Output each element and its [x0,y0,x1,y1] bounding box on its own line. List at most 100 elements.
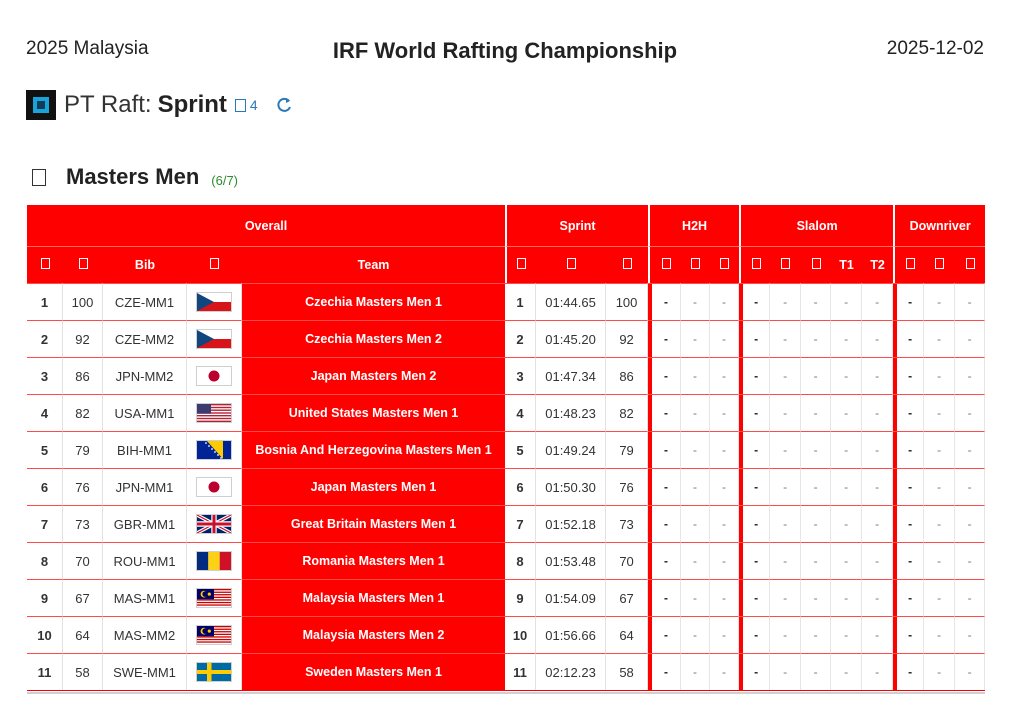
col-h2h-points[interactable] [710,246,740,283]
table-row[interactable]: 6 76 JPN-MM1 Japan Masters Men 1 6 01:50.30 76… [27,468,985,505]
team-name[interactable]: Czechia Masters Men 2 [242,320,506,357]
raft-logo-icon [26,90,56,120]
gbr-flag-icon [196,513,232,535]
col-sprint-points[interactable] [606,246,649,283]
sprint-points: 92 [606,320,649,357]
h2h-time: - [681,505,711,542]
team-name[interactable]: Japan Masters Men 1 [242,468,506,505]
table-row[interactable]: 11 58 SWE-MM1 Sweden Masters Men 1 11 02:12.2… [27,653,985,690]
team-name[interactable]: Sweden Masters Men 1 [242,653,506,690]
slalom-time: - [770,579,802,616]
points-icon [965,258,975,269]
table-row[interactable]: 2 92 CZE-MM2 Czechia Masters Men 2 2 01:45.20… [27,320,985,357]
h2h-gap [648,283,653,320]
rou-flag-icon [196,551,232,571]
team-name[interactable]: Czechia Masters Men 1 [242,283,506,320]
downriver-time: - [924,505,956,542]
h2h-time: - [681,394,711,431]
overall-rank: 3 [27,357,63,394]
col-sprint-time[interactable] [536,246,607,283]
h2h-points: - [710,616,740,653]
sprint-rank: 10 [505,616,537,653]
slalom-time: - [770,468,802,505]
table-row[interactable]: 7 73 GBR-MM1 Great Britain Masters Men 1 7 01… [27,505,985,542]
event-date: 2025-12-02 [886,38,984,59]
slalom-gap [739,653,744,690]
col-slalom-t2[interactable]: T2 [862,246,894,283]
rank-icon [906,258,916,269]
table-row[interactable]: 9 67 MAS-MM1 Malaysia Masters Men 1 9 01:54.0… [27,579,985,616]
sprint-points: 82 [606,394,649,431]
slalom-time: - [770,357,802,394]
col-h2h-time[interactable] [681,246,711,283]
col-downriver-points[interactable] [955,246,985,283]
flag-cell [187,357,242,394]
team-count-link[interactable]: 4 [234,97,258,113]
overall-points: 70 [63,542,103,579]
slalom-time: - [770,320,802,357]
sprint-points: 76 [606,468,649,505]
sprint-rank: 1 [505,283,537,320]
sprint-time: 01:52.18 [536,505,607,542]
slalom-t1: - [831,579,863,616]
col-slalom-points[interactable] [801,246,832,283]
table-row[interactable]: 5 79 BIH-MM1 Bosnia And Herzegovina Masters… [27,431,985,468]
table-row[interactable]: 3 86 JPN-MM2 Japan Masters Men 2 3 01:47.34 86… [27,357,985,394]
table-row[interactable]: 8 70 ROU-MM1 Romania Masters Men 1 8 01:53.48… [27,542,985,579]
h2h-time: - [681,542,711,579]
refresh-icon[interactable] [274,95,294,115]
slalom-t2: - [862,394,894,431]
h2h-points: - [710,320,740,357]
h2h-points: - [710,579,740,616]
col-team[interactable]: Team [242,246,506,283]
slalom-time: - [770,542,802,579]
downriver-rank: - [897,431,925,468]
col-sprint-rank[interactable] [505,246,537,283]
col-flag[interactable] [187,246,242,283]
team-name[interactable]: Malaysia Masters Men 1 [242,579,506,616]
team-name[interactable]: Malaysia Masters Men 2 [242,616,506,653]
team-name[interactable]: Japan Masters Men 2 [242,357,506,394]
table-row[interactable]: 4 82 USA-MM1 United States Masters Men 1 4 01… [27,394,985,431]
team-name[interactable]: United States Masters Men 1 [242,394,506,431]
slalom-t1: - [831,653,863,690]
downriver-gap [893,283,898,320]
sprint-time: 01:56.66 [536,616,607,653]
table-row[interactable]: 10 64 MAS-MM2 Malaysia Masters Men 2 10 01:56… [27,616,985,653]
h2h-gap [648,505,653,542]
jpn-flag-icon [196,366,232,386]
sprint-points: 70 [606,542,649,579]
collapse-toggle-icon[interactable] [32,168,46,186]
h2h-rank: - [652,468,682,505]
sprint-points: 73 [606,505,649,542]
h2h-gap [648,579,653,616]
col-h2h-rank[interactable] [652,246,682,283]
col-rank[interactable] [27,246,63,283]
downriver-time: - [924,320,956,357]
sprint-rank: 11 [505,653,537,690]
slalom-points: - [801,431,832,468]
col-downriver-rank[interactable] [897,246,925,283]
slalom-gap [739,394,744,431]
downriver-points: - [955,505,985,542]
h2h-time: - [681,283,711,320]
downriver-gap [893,357,898,394]
h2h-rank: - [652,394,682,431]
col-slalom-t1[interactable]: T1 [831,246,863,283]
h2h-points: - [710,283,740,320]
team-bib: BIH-MM1 [103,431,187,468]
col-bib[interactable]: Bib [103,246,187,283]
slalom-t1: - [831,542,863,579]
col-slalom-rank[interactable] [743,246,771,283]
col-slalom-time[interactable] [770,246,802,283]
team-name[interactable]: Great Britain Masters Men 1 [242,505,506,542]
table-row[interactable]: 1 100 CZE-MM1 Czechia Masters Men 1 1 01:44.6… [27,283,985,320]
team-name[interactable]: Bosnia And Herzegovina Masters Men 1 [242,431,506,468]
team-bib: JPN-MM2 [103,357,187,394]
col-points[interactable] [63,246,103,283]
team-name[interactable]: Romania Masters Men 1 [242,542,506,579]
col-downriver-time[interactable] [924,246,956,283]
col-slalom-gap [739,246,744,283]
event-location: 2025 Malaysia [26,38,149,59]
downriver-time: - [924,357,956,394]
